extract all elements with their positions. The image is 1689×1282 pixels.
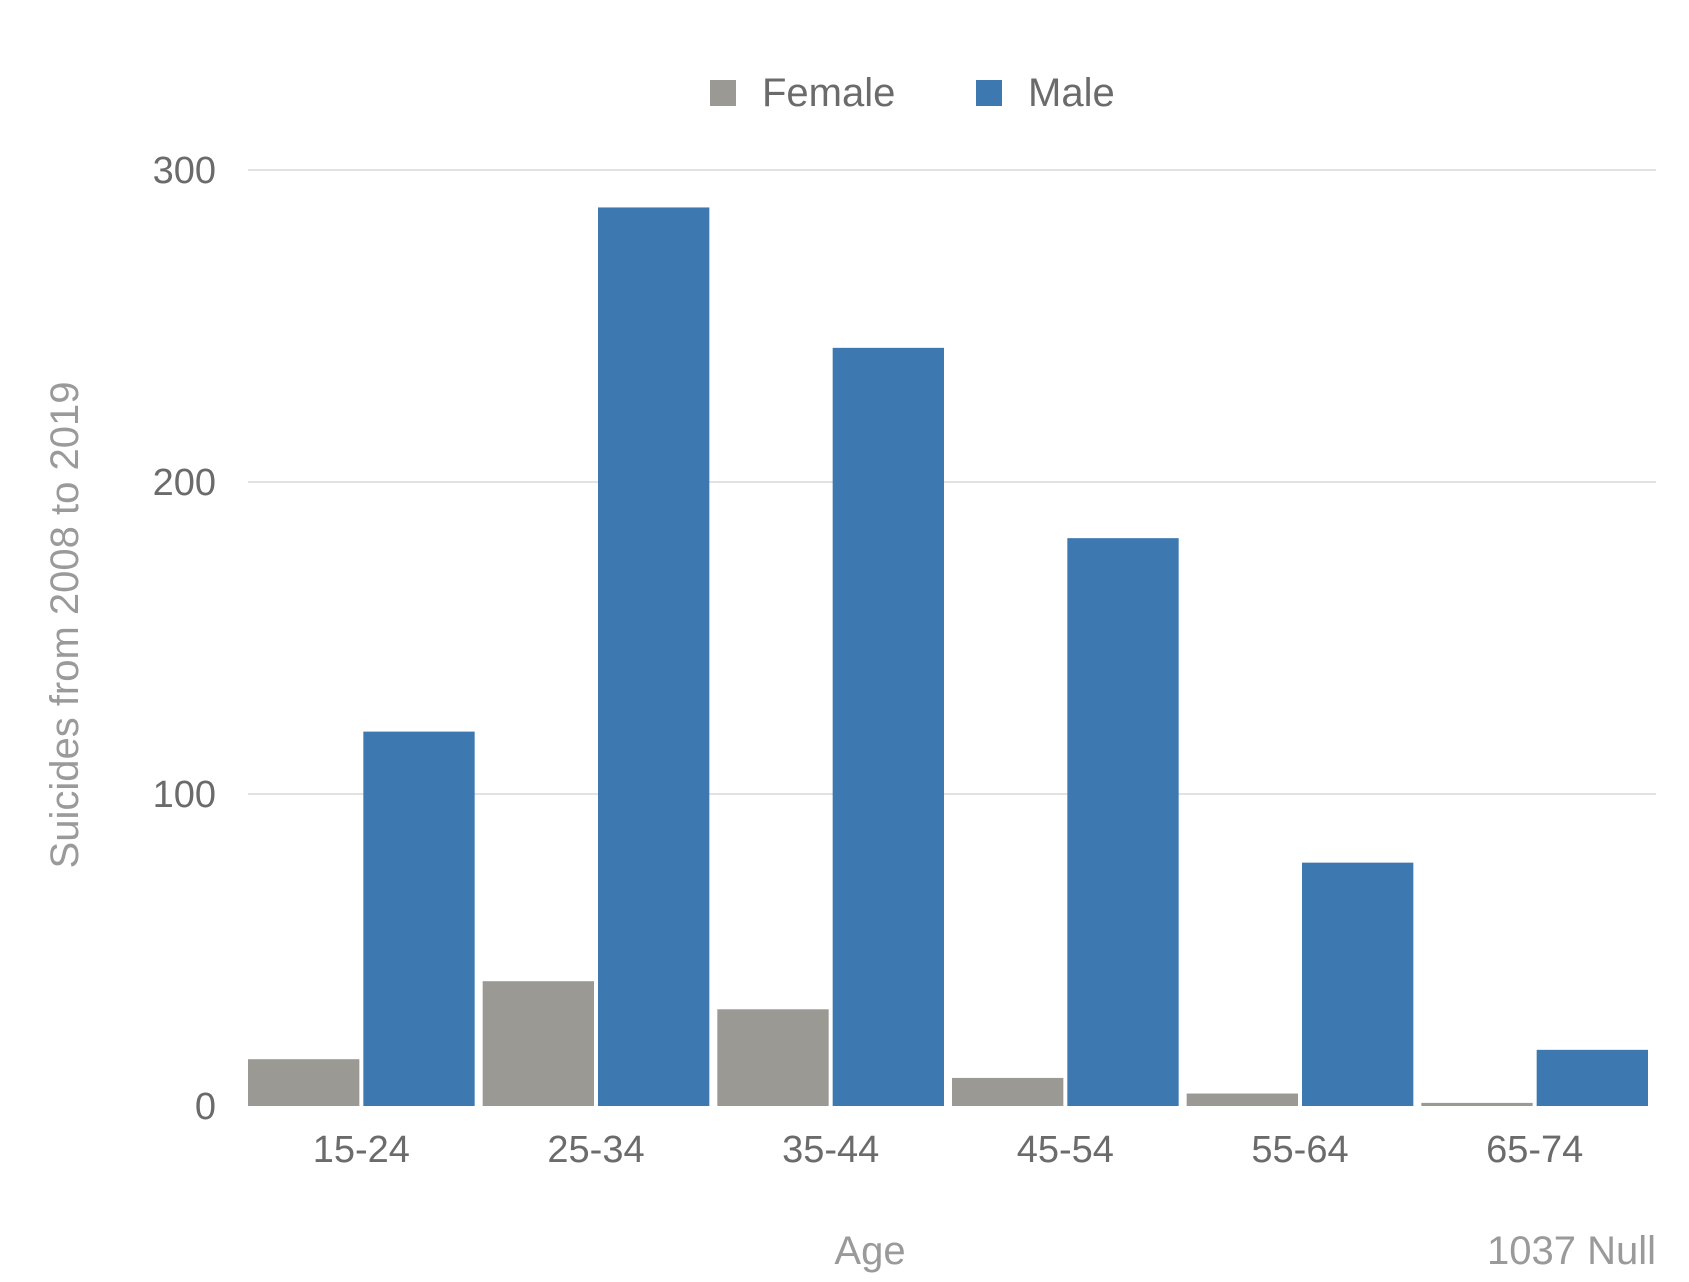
bar-male-15-24 <box>363 731 475 1106</box>
legend-swatch-male <box>976 80 1002 106</box>
x-tick-label: 45-54 <box>1017 1129 1114 1171</box>
bar-male-45-54 <box>1067 538 1179 1106</box>
y-tick-label: 100 <box>153 774 216 816</box>
x-axis-title: Age <box>834 1229 905 1273</box>
bar-female-15-24 <box>248 1059 360 1106</box>
legend-swatch-female <box>710 80 736 106</box>
bars <box>248 207 1648 1107</box>
y-axis-ticks: 0 100 200 300 <box>153 150 216 1128</box>
bar-male-65-74 <box>1536 1049 1648 1106</box>
bar-male-35-44 <box>832 347 944 1107</box>
x-tick-label: 55-64 <box>1251 1129 1348 1171</box>
x-tick-label: 15-24 <box>313 1129 410 1171</box>
bar-female-55-64 <box>1186 1093 1298 1106</box>
null-count-note: 1037 Null <box>1487 1229 1656 1273</box>
x-axis-ticks: 15-24 25-34 35-44 45-54 55-64 65-74 <box>313 1129 1584 1171</box>
y-axis-title: Suicides from 2008 to 2019 <box>43 382 87 869</box>
gridlines <box>248 169 1656 795</box>
y-tick-label: 0 <box>195 1086 216 1128</box>
y-tick-label: 200 <box>153 462 216 504</box>
x-tick-label: 25-34 <box>547 1129 644 1171</box>
bar-female-35-44 <box>717 1009 829 1106</box>
y-tick-label: 300 <box>153 150 216 192</box>
x-tick-label: 35-44 <box>782 1129 879 1171</box>
bar-female-65-74 <box>1421 1102 1533 1106</box>
bar-female-25-34 <box>482 981 594 1106</box>
x-tick-label: 65-74 <box>1486 1129 1583 1171</box>
legend: Female Male <box>710 71 1115 115</box>
bar-female-45-54 <box>952 1077 1064 1106</box>
bar-male-55-64 <box>1302 862 1414 1106</box>
legend-label-male: Male <box>1028 71 1115 115</box>
bar-male-25-34 <box>598 207 710 1106</box>
legend-label-female: Female <box>762 71 895 115</box>
